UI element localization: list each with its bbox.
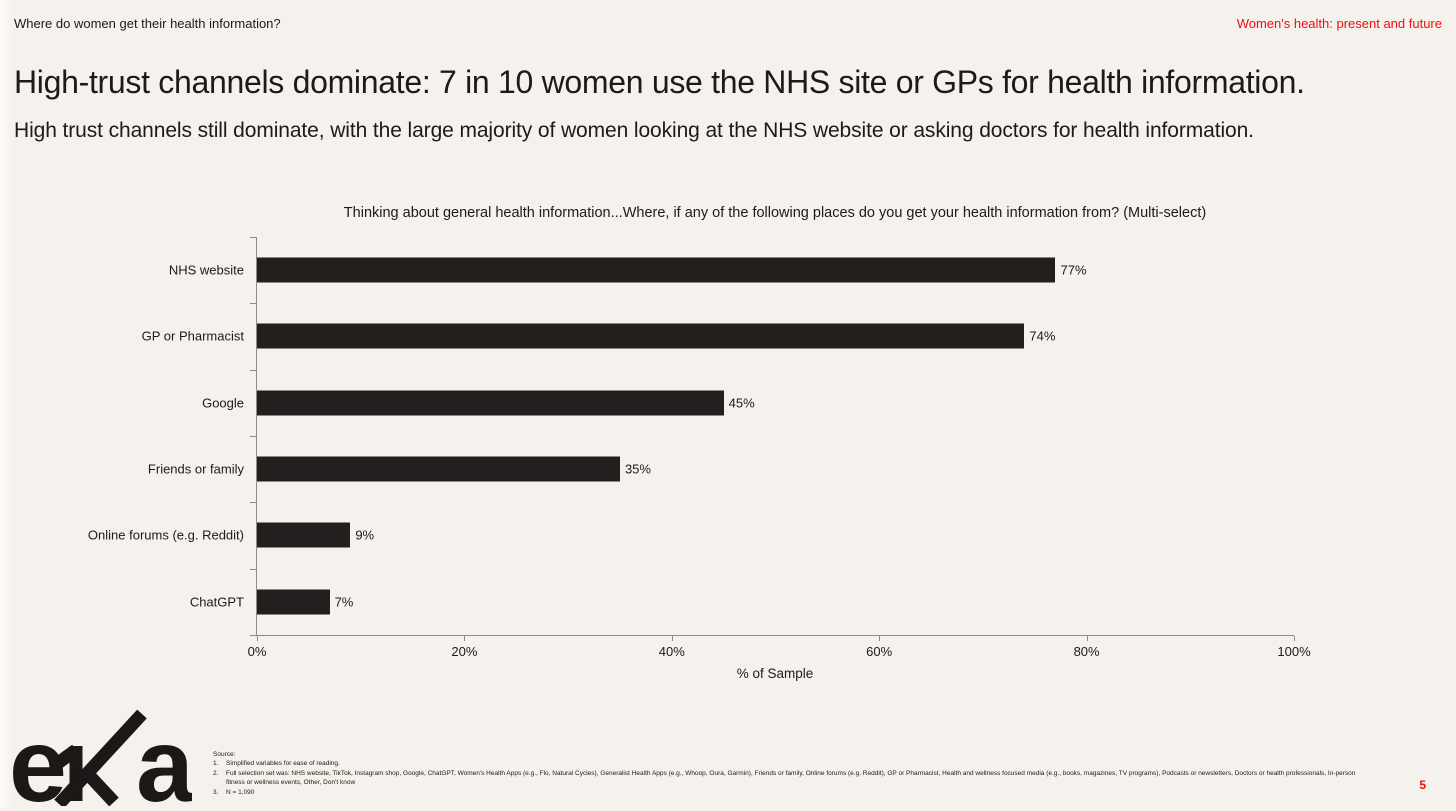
category-label: Online forums (e.g. Reddit) bbox=[87, 527, 244, 543]
page-title: High-trust channels dominate: 7 in 10 wo… bbox=[14, 64, 1305, 100]
category-label: GP or Pharmacist bbox=[141, 328, 244, 344]
x-axis-tick bbox=[257, 636, 258, 641]
x-axis-tick bbox=[1294, 636, 1295, 641]
y-axis-tick bbox=[250, 369, 256, 371]
y-axis-tick bbox=[250, 502, 256, 504]
x-axis-tick bbox=[671, 636, 673, 641]
x-tick-label: 40% bbox=[658, 644, 685, 659]
value-label: 7% bbox=[334, 594, 354, 610]
y-axis-tick bbox=[250, 237, 256, 238]
logo-letter-k-glyph bbox=[54, 709, 147, 809]
bar-row: GP or Pharmacist 74% bbox=[142, 303, 1294, 369]
category-label: Friends or family bbox=[147, 461, 244, 477]
bar-row: Google 45% bbox=[202, 370, 1294, 436]
x-axis-tick bbox=[464, 636, 466, 641]
page-subtitle: High trust channels still dominate, with… bbox=[14, 119, 1254, 142]
source-label: Source: bbox=[213, 751, 236, 758]
category-label: NHS website bbox=[168, 262, 244, 278]
source-note-list: 1. Simplified variables for ease of readi… bbox=[213, 759, 1371, 797]
eka-logo: e a bbox=[9, 706, 195, 811]
source-note: 2. Full selection set was: NHS website, T… bbox=[213, 769, 1356, 787]
y-axis-tick bbox=[250, 568, 256, 570]
source-note: 1. Simplified variables for ease of readi… bbox=[213, 760, 340, 768]
category-label: Google bbox=[202, 395, 244, 411]
x-tick-label: 20% bbox=[451, 644, 478, 659]
bar-row: ChatGPT 7% bbox=[190, 569, 1294, 635]
plot-area: NHS website 77% GP or Pharmacist 74% Google 4… bbox=[88, 237, 1311, 659]
x-axis-label: % of Sample bbox=[736, 666, 814, 681]
report-title: Women's health: present and future bbox=[1236, 16, 1442, 31]
bar-row: NHS website 77% bbox=[169, 237, 1294, 303]
chart-title: Thinking about general health informatio… bbox=[343, 205, 1207, 221]
category-label: ChatGPT bbox=[189, 594, 244, 610]
value-label: 45% bbox=[728, 395, 755, 411]
page-number: 5 bbox=[1419, 778, 1426, 792]
x-axis-tick bbox=[1086, 636, 1088, 641]
bar bbox=[257, 323, 1025, 349]
logo-letter-a: a bbox=[136, 708, 192, 806]
y-axis-tick bbox=[250, 436, 256, 437]
bar bbox=[257, 390, 724, 416]
value-label: 74% bbox=[1029, 328, 1056, 344]
source-note: 3. N = 1,090 bbox=[213, 788, 255, 796]
eka-logo-graphic: e a bbox=[9, 708, 195, 811]
x-axis-tick bbox=[879, 636, 881, 641]
bar bbox=[257, 589, 330, 615]
y-axis-tick bbox=[250, 303, 256, 305]
bar bbox=[257, 456, 620, 482]
x-tick-label: 0% bbox=[247, 644, 267, 659]
x-tick-label: 60% bbox=[866, 644, 893, 659]
y-axis-tick bbox=[250, 635, 256, 636]
bar bbox=[257, 522, 351, 548]
x-tick-label: 100% bbox=[1277, 644, 1311, 659]
x-tick-label: 80% bbox=[1073, 644, 1100, 659]
value-label: 9% bbox=[355, 527, 375, 543]
value-label: 77% bbox=[1060, 262, 1087, 278]
bar bbox=[257, 257, 1056, 283]
kicker-text: Where do women get their health informat… bbox=[14, 16, 281, 31]
bar-row: Friends or family 35% bbox=[148, 436, 1294, 502]
source-notes: Source: 1. Simplified variables for ease … bbox=[213, 750, 1371, 797]
value-label: 35% bbox=[624, 461, 651, 477]
bar-row: Online forums (e.g. Reddit) 9% bbox=[88, 502, 1294, 568]
